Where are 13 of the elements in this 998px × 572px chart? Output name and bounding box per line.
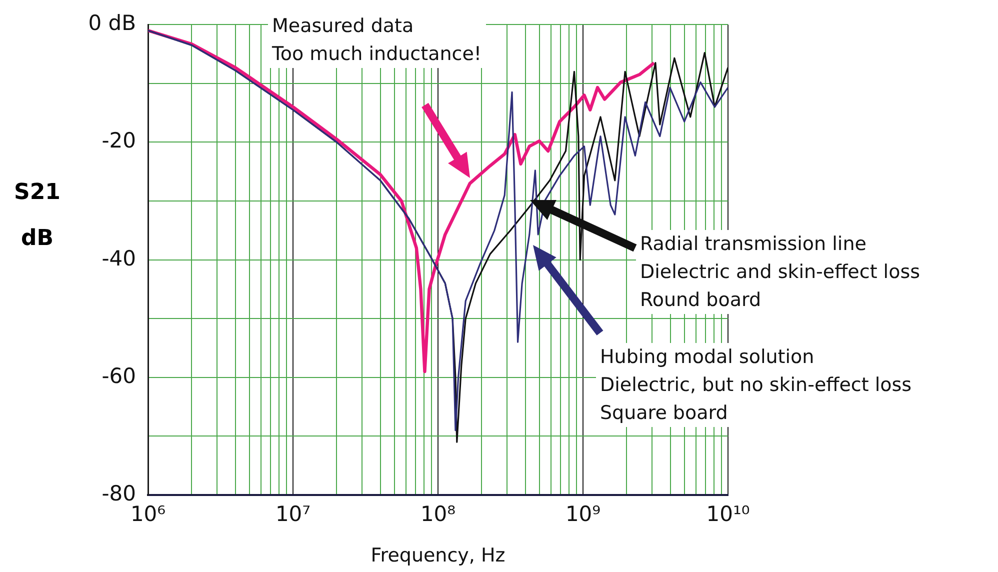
annotation: Measured data Too much inductance! xyxy=(268,12,486,68)
y-tick-label: -20 xyxy=(102,128,136,153)
annotation: Hubing modal solution Dielectric, but no skin-effect loss Square board xyxy=(596,343,916,427)
y-tick-label: -60 xyxy=(102,364,136,388)
annotation: Radial transmission line Dielectric and skin-effect loss Round board xyxy=(636,230,924,314)
y-axis-title: S21 dB xyxy=(14,179,60,253)
x-tick-label: 10⁸ xyxy=(420,502,456,526)
x-tick-label: 10¹⁰ xyxy=(706,502,750,526)
x-tick-label: 10⁹ xyxy=(565,502,601,526)
y-tick-label: 0 dB xyxy=(88,11,136,36)
x-axis-title: Frequency, Hz xyxy=(370,544,506,567)
x-tick-label: 10⁷ xyxy=(275,502,311,526)
y-tick-label: -40 xyxy=(102,246,136,270)
